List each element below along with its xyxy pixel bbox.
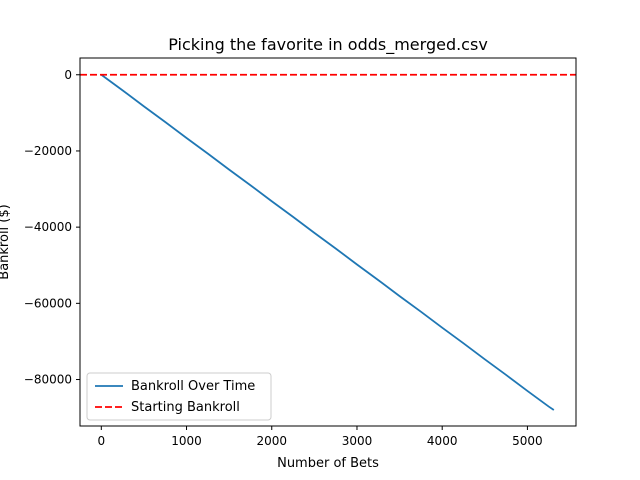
y-tick-label: −80000 xyxy=(24,373,72,387)
x-tick-label: 4000 xyxy=(427,434,458,448)
y-tick-label: −60000 xyxy=(24,296,72,310)
x-tick-label: 0 xyxy=(97,434,105,448)
y-tick-label: −40000 xyxy=(24,220,72,234)
legend-label: Bankroll Over Time xyxy=(131,379,255,394)
plot-area: 0 1000 2000 3000 4000 5000 0 −20000 −40000 −60000… xyxy=(24,57,577,448)
legend-box xyxy=(86,372,272,421)
y-tick-label: −20000 xyxy=(24,144,72,158)
legend-label: Starting Bankroll xyxy=(131,400,240,415)
y-tick-label: 0 xyxy=(64,68,72,82)
axes-frame xyxy=(79,57,577,427)
x-axis-label: Number of Bets xyxy=(277,456,379,471)
x-tick-label: 1000 xyxy=(171,434,202,448)
x-tick-label: 2000 xyxy=(256,434,287,448)
x-tick-label: 3000 xyxy=(342,434,373,448)
series-line-bankroll-over-time xyxy=(100,74,555,411)
y-axis-label: Bankroll ($) xyxy=(0,204,12,279)
x-tick-label: 5000 xyxy=(512,434,543,448)
chart-title: Picking the favorite in odds_merged.csv xyxy=(168,35,488,55)
